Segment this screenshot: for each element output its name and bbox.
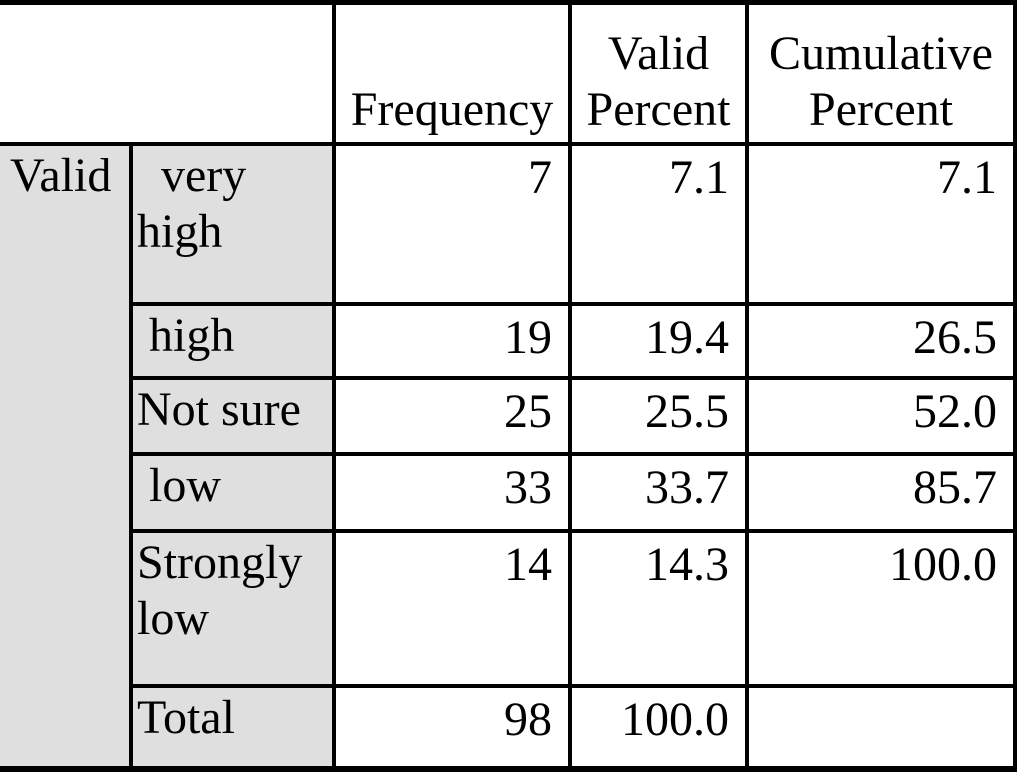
cumulative-percent-cell: 26.5: [749, 306, 1013, 381]
valid-percent-cell: 100.0: [572, 688, 749, 766]
frequency-cell: 14: [336, 533, 572, 689]
row-label: very high: [133, 145, 336, 306]
cumulative-percent-cell: 100.0: [749, 533, 1013, 689]
cumulative-percent-cell: 85.7: [749, 456, 1013, 534]
valid-percent-cell: 7.1: [572, 145, 749, 306]
valid-percent-cell: 25.5: [572, 380, 749, 456]
row-label: Strongly low: [133, 533, 336, 689]
row-label: Not sure: [133, 380, 336, 456]
cumulative-percent-cell: 7.1: [749, 146, 1013, 306]
valid-percent-cell: 19.4: [572, 305, 749, 381]
table-row: high 19 19.4 26.5: [0, 305, 1013, 381]
cumulative-percent-cell: [749, 688, 1013, 766]
row-label: high: [133, 305, 336, 381]
frequency-cell: 19: [336, 305, 572, 381]
header-row: Frequency Valid Percent Cumulative Perce…: [0, 5, 1013, 146]
valid-percent-cell: 14.3: [572, 533, 749, 689]
column-header-valid-percent: Valid Percent: [572, 5, 749, 146]
valid-percent-cell: 33.7: [572, 455, 749, 534]
row-label: low: [133, 455, 336, 534]
frequency-cell: 98: [336, 688, 572, 766]
frequency-cell: 33: [336, 455, 572, 534]
cumulative-percent-cell: 52.0: [749, 380, 1013, 456]
frequency-cell: 7: [336, 145, 572, 306]
column-header-frequency: Frequency: [336, 5, 572, 146]
table-row: low 33 33.7 85.7: [0, 455, 1013, 534]
frequency-cell: 25: [336, 380, 572, 456]
column-header-cumulative-percent: Cumulative Percent: [749, 5, 1013, 146]
row-group-label: Valid: [0, 145, 133, 766]
corner-cell: [0, 5, 336, 146]
row-label: Total: [133, 688, 336, 766]
frequency-table: Frequency Valid Percent Cumulative Perce…: [0, 5, 1013, 766]
table-row: Not sure 25 25.5 52.0: [0, 380, 1013, 456]
table-row: Strongly low 14 14.3 100.0: [0, 533, 1013, 689]
table-row-total: Total 98 100.0: [0, 688, 1013, 766]
table-row: Valid very high 7 7.1 7.1: [0, 145, 1013, 766]
